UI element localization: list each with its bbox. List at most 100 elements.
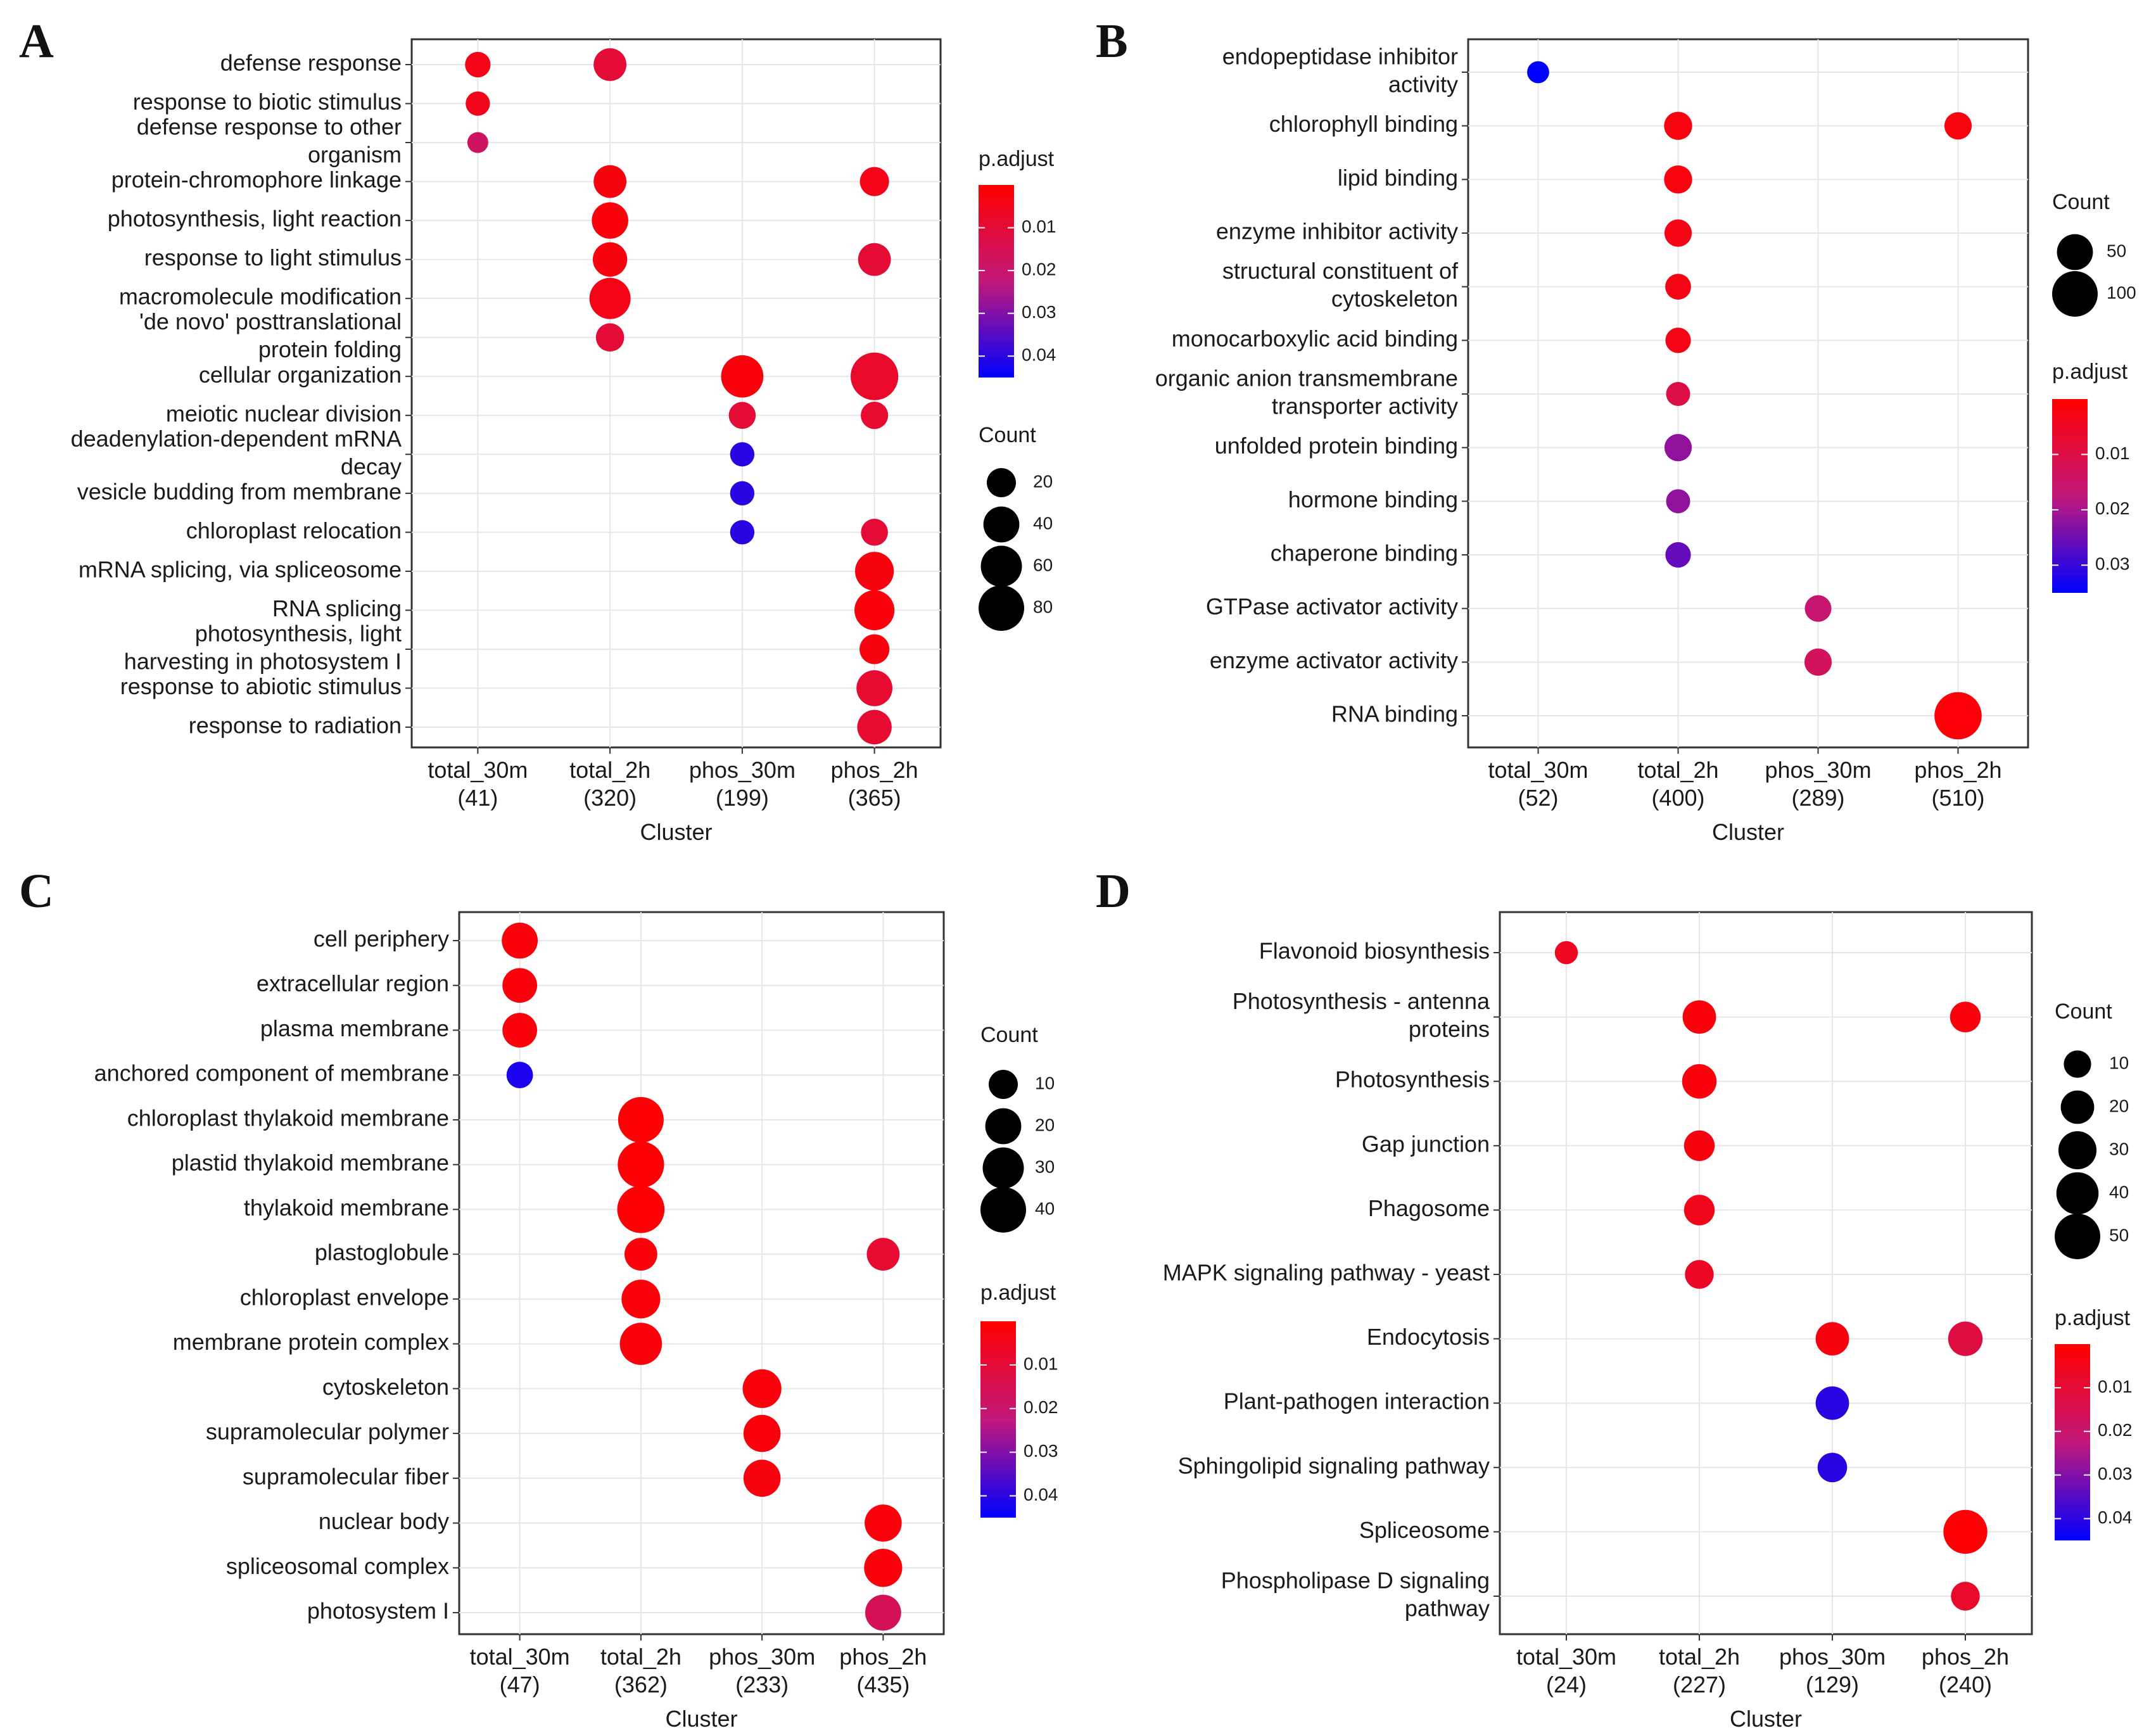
y-tick-label: anchored component of membrane <box>94 1060 449 1086</box>
padj-tick-label: 0.03 <box>1024 1441 1058 1461</box>
y-tick-label: response to abiotic stimulus <box>120 673 402 699</box>
data-point <box>865 1594 901 1631</box>
padj-tick-label: 0.02 <box>2095 498 2130 518</box>
data-point <box>728 402 756 429</box>
x-axis-title: Cluster <box>665 1706 737 1732</box>
count-legend-dot <box>980 545 1022 587</box>
y-tick-label: chloroplast relocation <box>186 517 402 543</box>
padj-tick-label: 0.01 <box>1022 217 1056 236</box>
data-point <box>1950 1001 1981 1032</box>
y-tick-label: plasma membrane <box>260 1015 449 1041</box>
data-point <box>721 355 764 398</box>
data-point <box>502 922 538 959</box>
count-legend-label: 10 <box>1035 1073 1055 1093</box>
data-point <box>618 1096 664 1143</box>
data-point <box>1934 692 1982 740</box>
y-tick-label: membrane protein complex <box>173 1329 449 1355</box>
data-point <box>855 552 894 591</box>
x-tick-label: total_2h (227) <box>1659 1644 1740 1698</box>
y-tick-label: cytoskeleton <box>322 1374 449 1400</box>
data-point <box>1664 219 1692 247</box>
data-point <box>1664 165 1692 194</box>
data-point <box>502 1013 538 1048</box>
padj-tick-label: 0.01 <box>2095 443 2130 463</box>
y-tick-label: photosynthesis, light harvesting in photo… <box>124 620 402 674</box>
count-legend-title: Count <box>2052 190 2110 214</box>
data-point <box>864 1549 903 1587</box>
data-point <box>467 132 488 153</box>
data-point <box>730 481 755 506</box>
data-point <box>1554 941 1578 965</box>
count-legend-dot <box>2057 234 2093 270</box>
y-tick-label: Plant-pathogen interaction <box>1224 1388 1490 1414</box>
count-legend-label: 40 <box>1035 1198 1055 1218</box>
y-tick-label: chloroplast envelope <box>240 1284 449 1310</box>
x-axis-title: Cluster <box>1730 1706 1802 1732</box>
padj-tick-label: 0.04 <box>1022 345 1056 365</box>
data-point <box>866 1238 900 1271</box>
x-tick-label: total_30m (24) <box>1516 1644 1616 1698</box>
data-point <box>1684 1195 1715 1226</box>
data-point <box>1951 1582 1980 1611</box>
padj-colorbar <box>2052 399 2088 593</box>
y-tick-label: Phospholipase D signaling pathway <box>1221 1568 1490 1622</box>
y-tick-label: spliceosomal complex <box>226 1553 449 1579</box>
count-legend-dot <box>2064 1050 2091 1078</box>
count-legend-dot <box>989 1070 1018 1099</box>
panel-letter: C <box>19 865 54 918</box>
data-point <box>743 1414 781 1452</box>
count-legend-label: 60 <box>1033 555 1053 574</box>
count-legend-dot <box>2052 271 2098 317</box>
padj-tick-label: 0.02 <box>1024 1397 1058 1417</box>
y-tick-label: mRNA splicing, via spliceosome <box>79 556 402 582</box>
y-tick-label: endopeptidase inhibitor activity <box>1222 44 1458 98</box>
data-point <box>730 520 755 545</box>
y-tick-label: extracellular region <box>257 970 449 996</box>
x-tick-label: phos_2h (510) <box>1914 757 2001 811</box>
data-point <box>465 51 491 78</box>
y-tick-label: chloroplast thylakoid membrane <box>127 1105 449 1131</box>
data-point <box>593 48 627 81</box>
y-tick-label: lipid binding <box>1338 165 1458 191</box>
padj-tick-label: 0.02 <box>2098 1420 2133 1440</box>
y-tick-label: supramolecular fiber <box>243 1463 449 1489</box>
data-point <box>858 243 891 276</box>
data-point <box>1685 1260 1714 1289</box>
data-point <box>851 352 899 400</box>
x-tick-label: phos_30m (129) <box>1779 1644 1886 1698</box>
y-tick-label: photosystem I <box>307 1598 449 1624</box>
y-tick-label: Endocytosis <box>1367 1324 1490 1350</box>
data-point <box>854 590 895 631</box>
y-tick-label: photosynthesis, light reaction <box>108 206 402 232</box>
y-tick-label: deadenylation-dependent mRNA decay <box>71 426 402 479</box>
padj-colorbar <box>2055 1344 2090 1540</box>
y-tick-label: GTPase activator activity <box>1206 594 1458 619</box>
data-point <box>742 1369 782 1408</box>
y-tick-label: Sphingolipid signaling pathway <box>1178 1452 1490 1478</box>
y-tick-label: defense response to other organism <box>137 114 402 168</box>
count-legend-label: 50 <box>2109 1225 2129 1245</box>
y-tick-label: defense response <box>220 50 402 76</box>
data-point <box>592 202 628 239</box>
count-legend-dot <box>983 506 1020 543</box>
data-point <box>1943 1509 1988 1554</box>
data-point <box>1817 1452 1848 1483</box>
data-point <box>859 634 890 664</box>
y-tick-label: Spliceosome <box>1359 1517 1490 1543</box>
y-tick-label: protein-chromophore linkage <box>111 167 402 193</box>
y-tick-label: cell periphery <box>314 926 449 952</box>
count-legend-title: Count <box>979 423 1036 447</box>
y-tick-label: chaperone binding <box>1271 540 1458 566</box>
data-point <box>502 968 538 1003</box>
panel-letter: D <box>1096 865 1131 918</box>
y-tick-label: hormone binding <box>1288 486 1458 512</box>
count-legend-label: 20 <box>1033 471 1053 491</box>
padj-tick-label: 0.03 <box>1022 302 1056 322</box>
y-tick-label: supramolecular polymer <box>206 1419 449 1445</box>
data-point <box>1665 327 1691 353</box>
count-legend-dot <box>980 1187 1026 1233</box>
x-tick-label: total_2h (400) <box>1637 757 1718 811</box>
